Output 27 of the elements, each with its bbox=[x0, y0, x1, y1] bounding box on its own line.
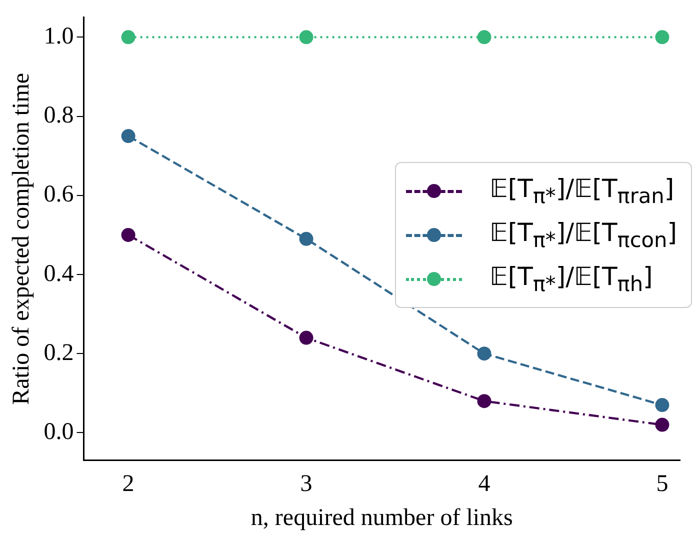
legend-label: 𝔼[T$_{π*}$]/𝔼[T$_{πran}$] bbox=[490, 174, 674, 208]
point bbox=[655, 398, 670, 412]
point bbox=[477, 394, 492, 408]
point bbox=[477, 30, 492, 44]
x-tick-label: 3 bbox=[300, 471, 312, 498]
legend-label: 𝔼[T$_{π*}$]/𝔼[T$_{πh}$] bbox=[490, 262, 653, 296]
x-axis-title: n, required number of links bbox=[250, 504, 513, 531]
point bbox=[121, 228, 136, 242]
y-tick-label: 0.0 bbox=[44, 419, 74, 446]
x-tick-label: 4 bbox=[478, 471, 490, 498]
y-tick-label: 1.0 bbox=[44, 23, 74, 50]
point bbox=[477, 346, 492, 361]
point bbox=[299, 232, 314, 246]
legend-label: 𝔼[T$_{π*}$]/𝔼[T$_{πcon}$] bbox=[490, 218, 677, 252]
y-tick-label: 0.2 bbox=[44, 340, 74, 366]
point bbox=[121, 30, 136, 44]
point bbox=[299, 330, 314, 345]
point bbox=[655, 30, 670, 44]
point bbox=[299, 30, 314, 44]
y-tick-label: 0.4 bbox=[44, 260, 74, 287]
y-tick-label: 0.6 bbox=[44, 182, 74, 208]
y-tick-label: 0.8 bbox=[44, 102, 74, 129]
point bbox=[121, 129, 136, 144]
x-tick-label: 5 bbox=[656, 471, 668, 498]
y-axis-title: Ratio of expected completion time bbox=[8, 72, 35, 405]
x-tick-label: 2 bbox=[122, 471, 134, 498]
point bbox=[655, 418, 670, 432]
